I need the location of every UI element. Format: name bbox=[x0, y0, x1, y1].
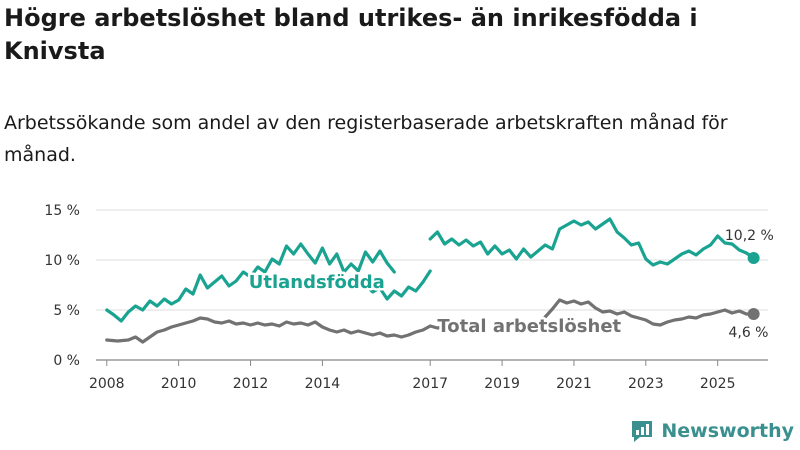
x-tick-label: 2019 bbox=[484, 376, 520, 392]
y-tick-label: 10 % bbox=[44, 253, 80, 269]
x-tick-label: 2010 bbox=[161, 376, 197, 392]
x-tick-label: 2023 bbox=[628, 376, 664, 392]
series-line-total-0 bbox=[105, 316, 447, 344]
chart-title: Högre arbetslöshet bland utrikes- än inr… bbox=[4, 4, 698, 65]
end-point-total bbox=[747, 308, 760, 320]
series-labels: Utlandsfödda Total arbetslöshet 10,2 % 4,6 … bbox=[246, 228, 774, 341]
series-label-foreign-born: Utlandsfödda bbox=[249, 272, 385, 293]
series-line-foreign-born-2 bbox=[428, 217, 756, 267]
y-tick-label: 5 % bbox=[53, 303, 80, 319]
chart-subtitle: Arbetssökande som andel av den registerb… bbox=[4, 112, 728, 166]
series-line-foreign-born-1 bbox=[363, 269, 432, 301]
series-label-total: Total arbetslöshet bbox=[437, 316, 621, 337]
x-axis-ticks: 2008 2010 2012 2014 2017 2019 2021 2023 2025 bbox=[89, 360, 736, 392]
x-tick-label: 2014 bbox=[305, 376, 341, 392]
series-lines bbox=[105, 217, 760, 344]
series-line-foreign-born-0 bbox=[105, 242, 396, 323]
y-axis-ticks: 0 % 5 % 10 % 15 % bbox=[44, 203, 80, 369]
brand-logo: Newsworthy bbox=[629, 418, 794, 444]
x-tick-label: 2008 bbox=[89, 376, 125, 392]
end-label-foreign-born: 10,2 % bbox=[725, 228, 774, 244]
series-line-total-1 bbox=[543, 298, 756, 327]
newsworthy-logo-icon bbox=[632, 421, 653, 442]
grid-lines bbox=[96, 209, 768, 361]
brand-name: Newsworthy bbox=[661, 420, 794, 442]
end-point-foreign-born bbox=[747, 252, 760, 264]
x-tick-label: 2021 bbox=[556, 376, 592, 392]
x-tick-label: 2025 bbox=[700, 376, 736, 392]
end-label-total: 4,6 % bbox=[728, 325, 768, 341]
x-tick-label: 2012 bbox=[233, 376, 269, 392]
x-tick-label: 2017 bbox=[412, 376, 448, 392]
y-tick-label: 15 % bbox=[44, 203, 80, 219]
y-tick-label: 0 % bbox=[53, 353, 80, 369]
